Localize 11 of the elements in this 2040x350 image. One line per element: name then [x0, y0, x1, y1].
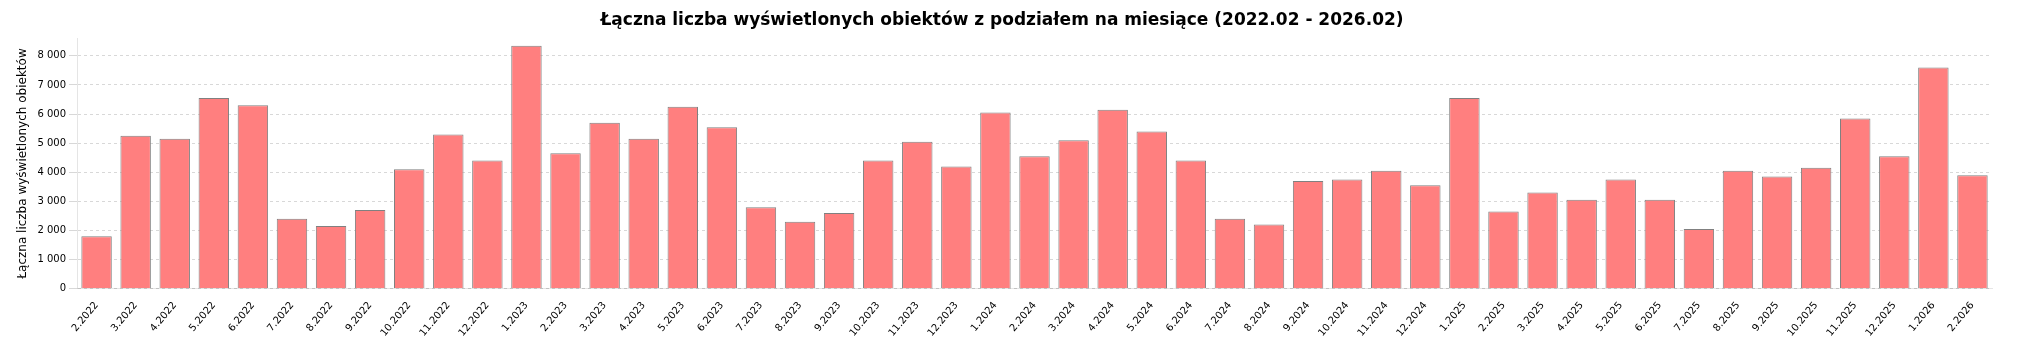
y-tick-label: 5 000: [37, 136, 67, 148]
chart-title: Łączna liczba wyświetlonych obiektów z podziałem na miesiące (2022.02 - 2026.02): [599, 8, 1404, 29]
y-tick-label: 4 000: [37, 165, 67, 177]
y-tick-label: 2 000: [37, 224, 67, 236]
y-tick-label: 3 000: [37, 194, 67, 206]
y-tick-label: 6 000: [37, 107, 67, 119]
y-axis-title: Łączna liczba wyświetlonych obiektów: [15, 48, 30, 280]
y-tick-label: 7 000: [37, 78, 67, 90]
y-tick-label: 0: [59, 282, 67, 294]
y-tick-label: 1 000: [37, 253, 67, 265]
y-tick-label: 8 000: [37, 49, 67, 61]
